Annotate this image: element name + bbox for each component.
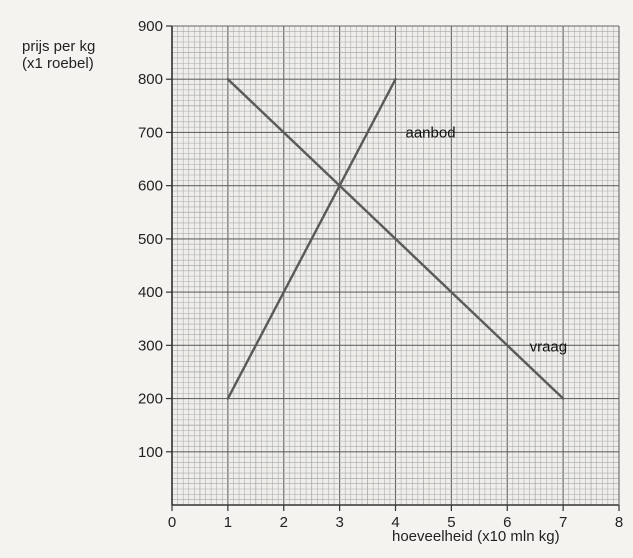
y-tick-label: 700 (138, 124, 163, 141)
tick-labels: 100 200 300 400 500 600 700 800 900 0 1 2 3 4 5 6 7 8 (138, 18, 623, 531)
x-tick-label: 2 (280, 514, 288, 531)
y-tick-label: 100 (138, 444, 163, 461)
y-tick-label: 300 (138, 337, 163, 354)
x-tick-label: 7 (559, 514, 567, 531)
y-tick-label: 500 (138, 231, 163, 248)
axes (166, 25, 620, 511)
y-tick-label: 800 (138, 71, 163, 88)
x-tick-label: 1 (224, 514, 232, 531)
x-tick-label: 8 (615, 514, 623, 531)
y-tick-label: 400 (138, 284, 163, 301)
series-label-vraag: vraag (530, 338, 568, 355)
x-tick-label: 6 (503, 514, 511, 531)
series-line-vraag (226, 78, 565, 400)
x-tick-label: 0 (168, 514, 176, 531)
y-axis-label-line-1: prijs per kg (22, 38, 96, 55)
x-tick-label: 3 (335, 514, 343, 531)
x-tick-label: 4 (391, 514, 399, 531)
y-tick-label: 200 (138, 391, 163, 408)
series-labels: aanbod vraag (406, 124, 568, 355)
series-label-aanbod: aanbod (406, 124, 456, 141)
y-tick-label: 900 (138, 18, 163, 35)
x-axis-label: hoeveelheid (x10 mln kg) (392, 528, 560, 545)
x-tick-label: 5 (447, 514, 455, 531)
y-axis-label-line-2: (x1 roebel) (22, 55, 94, 72)
series-lines (226, 78, 565, 400)
series-line-aanbod (226, 78, 397, 400)
y-tick-label: 600 (138, 178, 163, 195)
grid (171, 25, 620, 506)
